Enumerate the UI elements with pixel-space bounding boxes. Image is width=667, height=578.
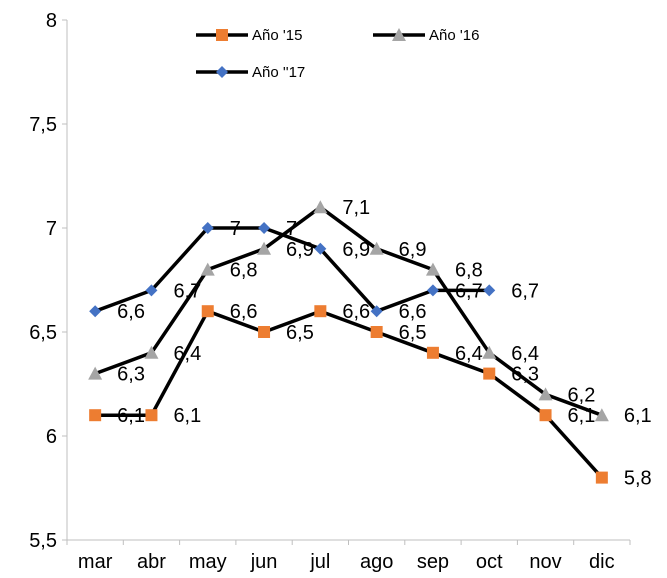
legend-item: Año ''17 <box>196 64 305 81</box>
legend-marker <box>216 29 228 41</box>
data-point <box>258 326 270 338</box>
data-label: 6,4 <box>455 343 483 365</box>
data-label: 7,1 <box>342 197 370 219</box>
data-label: 6,5 <box>399 322 427 344</box>
chart-axes: 5,5 6 6,5 7 7,5 8 mar abr may jun jul ago sep oct nov d… <box>29 10 630 573</box>
y-tick-label: 6 <box>46 426 57 448</box>
data-label: 6,6 <box>117 301 145 323</box>
y-tick-label: 7 <box>46 218 57 240</box>
legend-item: Año '16 <box>373 27 479 44</box>
data-label: 6,1 <box>173 405 201 427</box>
legend-label: Año '16 <box>429 27 479 44</box>
data-label: 6,7 <box>173 280 201 302</box>
x-tick-label: abr <box>137 551 166 573</box>
data-label: 6,1 <box>117 405 145 427</box>
data-point <box>313 200 327 213</box>
data-label: 6,6 <box>342 301 370 323</box>
data-point <box>427 284 439 296</box>
data-point <box>145 409 157 421</box>
data-label: 6,2 <box>568 384 596 406</box>
x-tick-label: mar <box>78 551 113 573</box>
data-label: 6,9 <box>286 239 314 261</box>
data-point <box>89 409 101 421</box>
data-label: 6,4 <box>511 343 539 365</box>
data-label: 6,8 <box>230 260 258 282</box>
data-label: 6,9 <box>342 239 370 261</box>
data-label: 6,4 <box>173 343 201 365</box>
data-label: 7 <box>230 218 241 240</box>
data-point <box>483 284 495 296</box>
chart-legend: Año '15 Año '16 Año ''17 <box>196 27 479 81</box>
data-label: 6,6 <box>230 301 258 323</box>
data-point <box>258 222 270 234</box>
data-label: 7 <box>286 218 297 240</box>
x-tick-label: jul <box>309 551 330 573</box>
data-point <box>371 326 383 338</box>
x-tick-label: ago <box>360 551 393 573</box>
series-line <box>95 311 602 477</box>
x-tick-label: jun <box>250 551 278 573</box>
y-tick-label: 8 <box>46 10 57 32</box>
legend-marker <box>216 66 228 78</box>
y-tick-label: 5,5 <box>29 530 57 552</box>
data-point <box>540 409 552 421</box>
x-tick-label: nov <box>529 551 561 573</box>
legend-label: Año '15 <box>252 27 302 44</box>
data-label: 6,7 <box>455 280 483 302</box>
data-label: 6,5 <box>286 322 314 344</box>
data-point <box>427 347 439 359</box>
y-tick-label: 7,5 <box>29 114 57 136</box>
data-label: 6,1 <box>624 405 652 427</box>
x-tick-label: sep <box>417 551 449 573</box>
data-point <box>202 305 214 317</box>
data-point <box>314 305 326 317</box>
data-label: 6,9 <box>399 239 427 261</box>
y-tick-label: 6,5 <box>29 322 57 344</box>
x-tick-label: dic <box>589 551 615 573</box>
data-label: 6,1 <box>568 405 596 427</box>
legend-item: Año '15 <box>196 27 302 44</box>
data-label: 6,3 <box>117 364 145 386</box>
legend-label: Año ''17 <box>252 64 305 81</box>
data-label: 6,7 <box>511 280 539 302</box>
x-tick-label: oct <box>476 551 503 573</box>
data-point <box>483 368 495 380</box>
data-label: 6,8 <box>455 260 483 282</box>
data-point <box>89 305 101 317</box>
data-label: 6,6 <box>399 301 427 323</box>
data-label: 5,8 <box>624 468 652 490</box>
data-label: 6,3 <box>511 364 539 386</box>
x-tick-label: may <box>189 551 227 573</box>
data-point <box>596 472 608 484</box>
